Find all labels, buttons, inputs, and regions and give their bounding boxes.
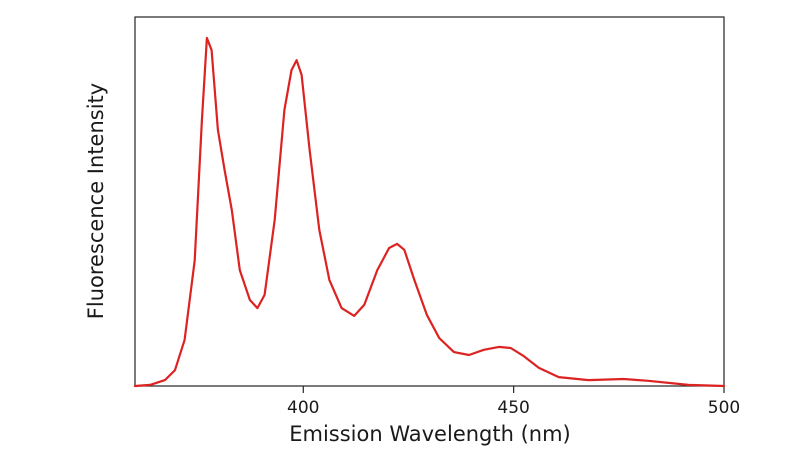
x-axis-label: Emission Wavelength (nm)	[289, 422, 571, 446]
line-series	[133, 36, 726, 388]
x-tick-label: 500	[708, 398, 740, 418]
plot-frame	[134, 16, 725, 387]
y-axis-label: Fluorescence Intensity	[84, 83, 108, 319]
x-tick-label: 450	[497, 398, 529, 418]
x-tick-label: 400	[287, 398, 319, 418]
